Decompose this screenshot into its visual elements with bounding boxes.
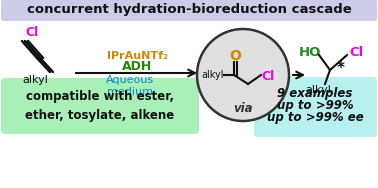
Text: alkyl: alkyl (202, 70, 224, 80)
Text: up to >99%: up to >99% (277, 99, 353, 111)
Text: Cl: Cl (349, 46, 363, 59)
Text: 9 examples: 9 examples (277, 86, 353, 99)
Text: ADH: ADH (122, 59, 152, 73)
FancyBboxPatch shape (254, 77, 377, 137)
Text: compatible with ester,
ether, tosylate, alkene: compatible with ester, ether, tosylate, … (25, 90, 175, 122)
Text: HO: HO (299, 46, 321, 59)
Text: Cl: Cl (261, 70, 275, 83)
Text: via: via (233, 102, 253, 114)
Text: Cl: Cl (25, 27, 39, 39)
Text: O: O (229, 49, 241, 63)
Text: alkyl: alkyl (305, 85, 331, 95)
Text: up to >99% ee: up to >99% ee (266, 111, 363, 124)
FancyBboxPatch shape (1, 0, 377, 21)
Text: alkyl: alkyl (22, 75, 48, 85)
Text: IPrAuNTf₂: IPrAuNTf₂ (107, 51, 167, 61)
Text: *: * (337, 61, 345, 76)
Circle shape (197, 29, 289, 121)
Text: concurrent hydration-bioreduction cascade: concurrent hydration-bioreduction cascad… (26, 4, 352, 17)
Text: Aqueous
medium: Aqueous medium (106, 75, 154, 97)
FancyBboxPatch shape (1, 78, 199, 134)
